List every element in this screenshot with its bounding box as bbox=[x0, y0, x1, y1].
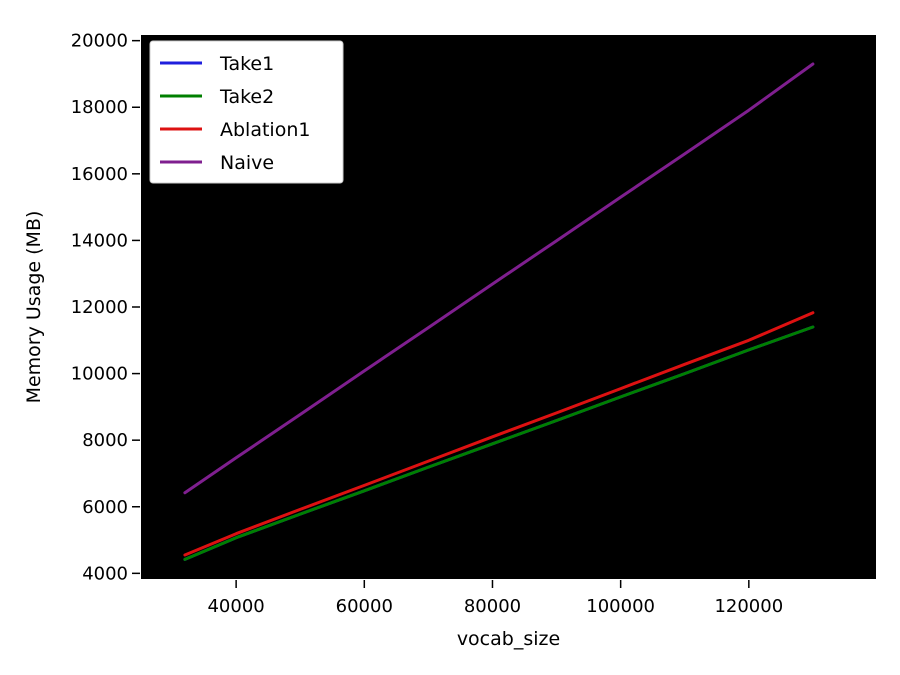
legend-entry: Take2 bbox=[219, 86, 274, 108]
series-line-ablation1 bbox=[183, 311, 815, 557]
y-tick-label: 20000 bbox=[71, 31, 128, 52]
y-tick-label: 8000 bbox=[82, 430, 128, 451]
series-layer bbox=[183, 62, 815, 561]
y-tick-label: 18000 bbox=[71, 97, 128, 118]
y-tick-label: 10000 bbox=[71, 364, 128, 385]
legend: Take1 Take2 Ablation1 Naive bbox=[149, 40, 344, 184]
x-axis: 40000 60000 80000 100000 120000 bbox=[207, 580, 783, 617]
legend-entry: Take1 bbox=[219, 53, 274, 75]
y-tick-label: 4000 bbox=[82, 563, 128, 584]
y-axis-label: Memory Usage (MB) bbox=[23, 211, 45, 404]
x-tick-label: 60000 bbox=[336, 596, 393, 617]
y-tick-label: 16000 bbox=[71, 164, 128, 185]
x-axis-label: vocab_size bbox=[457, 628, 560, 650]
series-line-naive bbox=[183, 62, 815, 495]
legend-entry: Naive bbox=[220, 152, 274, 174]
y-tick-label: 12000 bbox=[71, 297, 128, 318]
y-tick-label: 14000 bbox=[71, 230, 128, 251]
x-tick-label: 120000 bbox=[714, 596, 783, 617]
legend-entry: Ablation1 bbox=[220, 119, 310, 141]
legend-box bbox=[149, 40, 344, 184]
y-tick-label: 6000 bbox=[82, 497, 128, 518]
x-tick-label: 80000 bbox=[464, 596, 521, 617]
x-tick-label: 40000 bbox=[207, 596, 264, 617]
x-tick-label: 100000 bbox=[586, 596, 655, 617]
series-line-take2 bbox=[183, 325, 815, 561]
y-axis: 4000 6000 8000 10000 12000 14000 16000 18000 200… bbox=[71, 31, 140, 584]
